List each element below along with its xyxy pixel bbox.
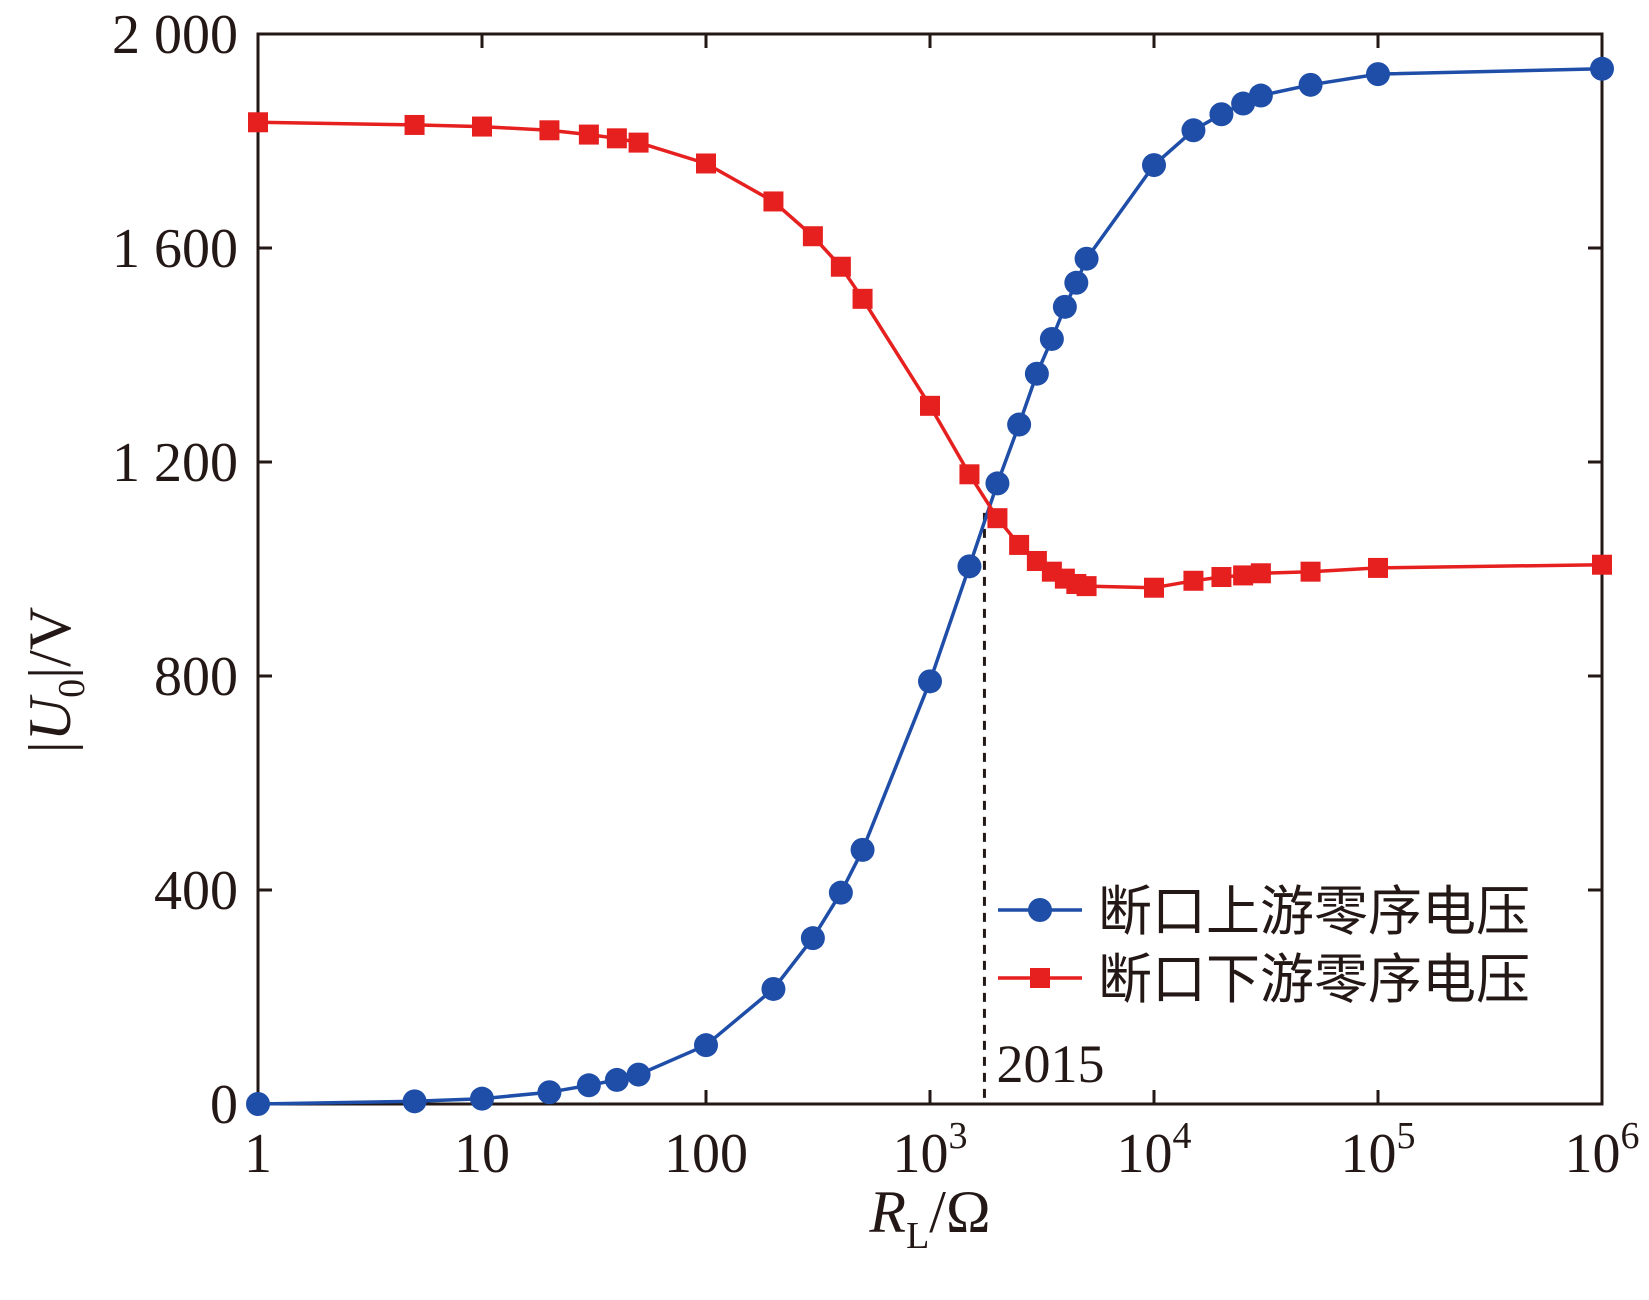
data-point — [1064, 270, 1089, 295]
data-point — [470, 1086, 494, 1111]
y-tick-label: 1 200 — [112, 432, 238, 494]
x-tick-base: 1 — [244, 1123, 272, 1185]
data-point — [1039, 326, 1064, 351]
data-point — [1007, 412, 1032, 437]
data-point — [576, 1073, 601, 1098]
data-point — [248, 112, 268, 133]
data-point — [1300, 561, 1321, 582]
data-point — [1181, 118, 1206, 143]
data-point — [1248, 83, 1273, 108]
data-point — [246, 1092, 270, 1116]
data-point — [987, 508, 1008, 529]
data-point — [830, 256, 851, 277]
x-axis-title-sub: L — [906, 1215, 929, 1257]
data-point — [1183, 570, 1204, 591]
data-point — [1144, 577, 1164, 598]
x-axis-title-main: R — [868, 1179, 906, 1245]
data-point — [852, 288, 873, 309]
legend-marker-downstream — [1030, 968, 1050, 988]
annotation-label: 2015 — [996, 1034, 1104, 1094]
data-point — [1298, 72, 1323, 97]
data-point — [828, 880, 853, 905]
data-point — [1250, 563, 1271, 584]
data-point — [626, 1062, 651, 1087]
series-line — [257, 120, 1603, 590]
y-axis-title: |U0|/V — [17, 607, 93, 753]
data-point — [802, 226, 823, 247]
x-tick-label: 1 — [244, 1123, 272, 1185]
data-point — [959, 464, 980, 485]
data-point — [918, 669, 942, 694]
series-layer — [246, 56, 1614, 1116]
data-point — [1590, 56, 1614, 81]
y-tick-label: 0 — [210, 1074, 238, 1136]
data-point — [604, 1067, 629, 1092]
y-tick-label: 800 — [154, 646, 238, 708]
data-point — [404, 114, 425, 135]
series-downstream — [248, 112, 1612, 598]
x-tick-base: 10 — [1341, 1123, 1397, 1185]
data-point — [1233, 565, 1254, 586]
x-tick-exp: 3 — [949, 1115, 968, 1157]
data-point — [694, 1033, 718, 1058]
data-point — [578, 124, 599, 145]
x-tick-base: 10 — [893, 1123, 949, 1185]
x-tick-exp: 5 — [1397, 1115, 1416, 1157]
x-tick-label: 106 — [1565, 1115, 1640, 1185]
data-point — [539, 120, 560, 141]
x-tick-base: 10 — [1565, 1123, 1621, 1185]
x-tick-base: 100 — [664, 1123, 748, 1185]
data-point — [402, 1089, 427, 1114]
x-tick-label: 105 — [1341, 1115, 1416, 1185]
x-tick-exp: 4 — [1173, 1115, 1192, 1157]
x-tick-base: 10 — [1117, 1123, 1173, 1185]
y-tick-label: 2 000 — [112, 4, 238, 66]
y-axis-title-main: U — [17, 694, 83, 741]
data-point — [1076, 576, 1097, 597]
x-tick-label: 100 — [664, 1123, 748, 1185]
axis-ticks — [256, 32, 1604, 1106]
y-tick-label: 1 600 — [112, 218, 238, 280]
y-tick-label: 400 — [154, 860, 238, 922]
x-tick-exp: 6 — [1621, 1115, 1640, 1157]
data-point — [472, 116, 492, 137]
data-point — [1592, 554, 1612, 575]
data-point — [628, 132, 649, 153]
y-axis-title-sub: 0 — [51, 679, 93, 698]
y-axis-title-post: |/V — [17, 607, 83, 679]
x-axis-title-unit: /Ω — [929, 1179, 990, 1245]
data-point — [850, 837, 875, 862]
data-point — [1142, 153, 1166, 178]
data-point — [696, 153, 716, 174]
data-point — [537, 1080, 562, 1105]
data-point — [763, 191, 784, 212]
x-tick-label: 103 — [893, 1115, 968, 1185]
legend-label-downstream: 断口下游零序电压 — [1098, 948, 1530, 1011]
x-tick-label: 104 — [1117, 1115, 1192, 1185]
x-axis-title: RL/Ω — [868, 1179, 990, 1257]
y-axis-title-pre: | — [17, 741, 83, 753]
series-upstream — [246, 56, 1614, 1116]
legend-marker-upstream — [1028, 898, 1052, 922]
data-point — [606, 128, 627, 149]
data-point — [800, 926, 825, 951]
data-point — [1074, 246, 1099, 271]
data-point — [1009, 534, 1030, 555]
legend: 断口上游零序电压 断口下游零序电压 — [998, 880, 1530, 1011]
data-point — [1209, 102, 1234, 127]
data-point — [1024, 361, 1049, 386]
legend-label-upstream: 断口上游零序电压 — [1098, 880, 1530, 943]
data-point — [1052, 294, 1077, 319]
data-point — [985, 471, 1010, 496]
data-point — [1366, 62, 1390, 87]
data-point — [920, 395, 940, 416]
x-tick-base: 10 — [454, 1123, 510, 1185]
data-point — [761, 976, 786, 1001]
x-tick-label: 10 — [454, 1123, 510, 1185]
data-point — [1368, 557, 1388, 578]
data-point — [957, 554, 982, 579]
data-point — [1211, 567, 1232, 588]
